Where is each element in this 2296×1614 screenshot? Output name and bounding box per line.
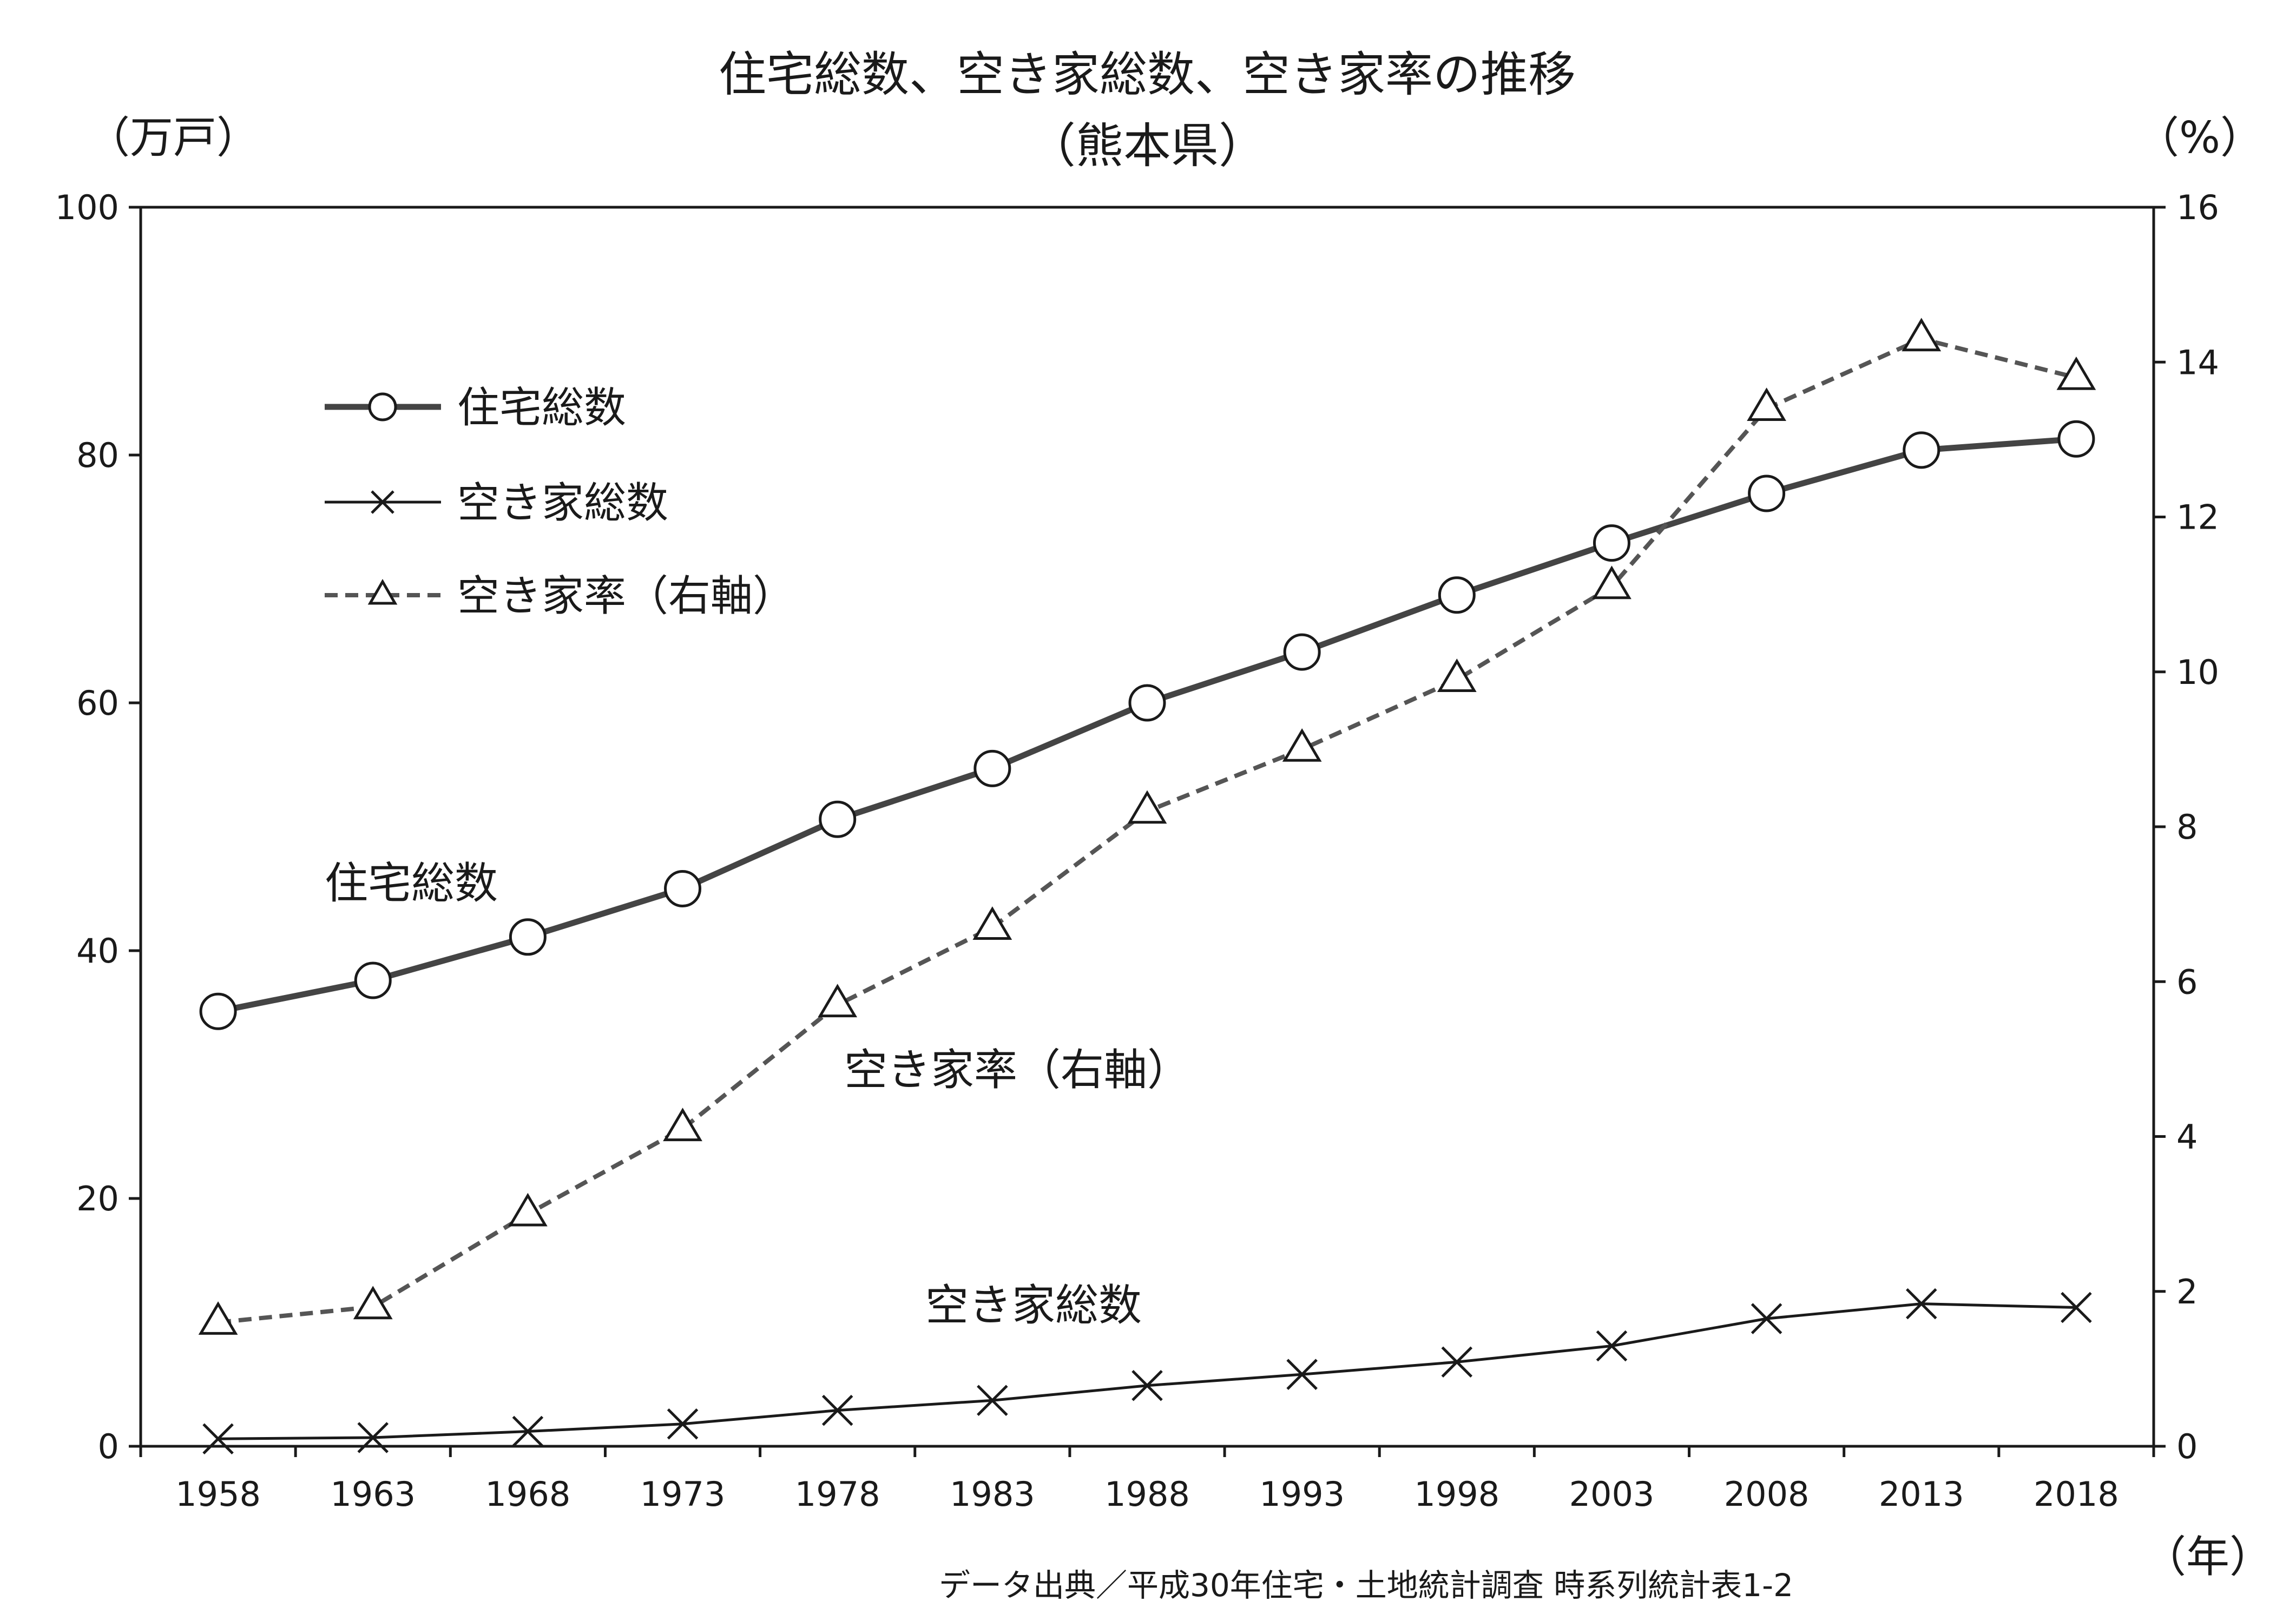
- x-unit: （年）: [2143, 1532, 2273, 1582]
- legend-label-housing: 住宅総数: [457, 384, 626, 432]
- x-tick-label: 1993: [1259, 1474, 1345, 1514]
- legend-item-rate: 空き家率（右軸）: [325, 572, 795, 621]
- data-point-x: [977, 1385, 1008, 1417]
- annotation-vacant: 空き家総数: [925, 1280, 1142, 1330]
- x-tick-label: 1983: [950, 1474, 1035, 1514]
- data-point-circle: [509, 918, 547, 956]
- left-tick-label: 20: [76, 1179, 119, 1218]
- data-point-triangle: [1282, 728, 1322, 762]
- y-left-unit: （万戸）: [87, 113, 260, 163]
- data-point-circle: [1593, 524, 1630, 562]
- data-point-x: [202, 1423, 234, 1455]
- right-tick-label: 10: [2176, 653, 2219, 692]
- legend: 住宅総数 空き家総数 空き家率（右軸）: [325, 384, 795, 621]
- data-point-circle: [2057, 420, 2095, 458]
- series-0: [199, 420, 2095, 1030]
- data-point-circle: [1128, 684, 1166, 722]
- series-layer: [198, 318, 2096, 1455]
- x-tick-label: 1998: [1414, 1474, 1499, 1514]
- legend-marker-circle: [368, 392, 397, 421]
- data-point-triangle: [1127, 790, 1167, 824]
- right-tick-label: 16: [2176, 188, 2219, 227]
- right-tick-label: 2: [2176, 1272, 2198, 1312]
- x-tick-label: 2013: [1879, 1474, 1964, 1514]
- x-tick-label: 1978: [795, 1474, 880, 1514]
- left-tick-label: 60: [76, 683, 119, 723]
- legend-marker-triangle: [367, 578, 398, 605]
- left-tick-label: 0: [98, 1427, 119, 1466]
- data-point-triangle: [2056, 356, 2096, 390]
- data-point-x: [512, 1415, 544, 1447]
- chart-title-line2: （熊本県）: [1028, 118, 1266, 174]
- data-point-x: [357, 1422, 389, 1453]
- annotation-housing: 住宅総数: [325, 858, 498, 908]
- data-point-triangle: [1592, 565, 1631, 600]
- right-tick-label: 8: [2176, 807, 2198, 847]
- legend-item-housing: 住宅総数: [325, 384, 626, 432]
- data-point-triangle: [1437, 658, 1477, 692]
- series-line-1: [218, 1302, 2076, 1440]
- data-point-circle: [354, 961, 392, 999]
- data-point-triangle: [818, 984, 858, 1018]
- data-point-x: [2061, 1292, 2092, 1323]
- data-point-x: [1441, 1346, 1473, 1378]
- plot-frame: [139, 206, 2155, 1448]
- data-point-circle: [1283, 633, 1321, 671]
- right-tick-label: 6: [2176, 962, 2198, 1002]
- legend-item-vacant: 空き家総数: [325, 479, 668, 528]
- x-axis: 1958 1963 1968 1973 1978 1983 1988 1993 1998 2003…: [139, 1446, 2155, 1514]
- annotation-rate: 空き家率（右軸）: [844, 1045, 1190, 1095]
- right-axis: 0 2 4 6 8 10 12 14 16: [2154, 188, 2219, 1466]
- x-tick-label: 1973: [640, 1474, 726, 1514]
- data-point-circle: [819, 800, 857, 838]
- right-tick-label: 12: [2176, 498, 2219, 537]
- data-point-circle: [664, 870, 702, 907]
- data-point-circle: [199, 992, 237, 1030]
- series-1: [202, 1288, 2092, 1455]
- data-point-x: [1906, 1288, 1937, 1320]
- right-tick-label: 4: [2176, 1117, 2198, 1157]
- x-tick-label: 2003: [1569, 1474, 1655, 1514]
- x-tick-label: 2018: [2034, 1474, 2119, 1514]
- data-point-triangle: [1747, 387, 1786, 421]
- data-point-x: [1596, 1330, 1628, 1362]
- data-point-x: [1131, 1370, 1163, 1401]
- data-point-x: [1286, 1359, 1318, 1390]
- data-point-triangle: [508, 1193, 548, 1227]
- legend-marker-x: [371, 490, 394, 514]
- chart-title-line1: 住宅総数、空き家総数、空き家率の推移: [719, 47, 1576, 102]
- data-point-circle: [973, 749, 1011, 787]
- x-tick-label: 1963: [330, 1474, 416, 1514]
- x-tick-label: 1958: [175, 1474, 261, 1514]
- data-point-triangle: [663, 1108, 702, 1142]
- left-tick-label: 40: [76, 931, 119, 971]
- data-point-circle: [1903, 431, 1940, 469]
- left-tick-label: 100: [55, 188, 119, 227]
- data-point-triangle: [1902, 318, 1942, 352]
- data-point-triangle: [972, 906, 1012, 940]
- source-note: データ出典／平成30年住宅・土地統計調査 時系列統計表1-2: [939, 1567, 1793, 1604]
- x-tick-label: 1988: [1104, 1474, 1190, 1514]
- y-right-unit: （%）: [2136, 113, 2264, 163]
- data-point-x: [1751, 1303, 1782, 1334]
- data-point-circle: [1438, 576, 1476, 614]
- left-axis: 0 20 40 60 80 100: [55, 188, 141, 1466]
- x-tick-label: 1968: [485, 1474, 570, 1514]
- data-point-x: [667, 1408, 699, 1440]
- right-tick-label: 0: [2176, 1427, 2198, 1466]
- data-point-x: [821, 1394, 853, 1426]
- series-2: [198, 318, 2096, 1335]
- data-point-circle: [1748, 475, 1786, 512]
- left-tick-label: 80: [76, 436, 119, 475]
- data-point-triangle: [198, 1301, 238, 1335]
- legend-label-vacant: 空き家総数: [457, 479, 668, 528]
- legend-label-rate: 空き家率（右軸）: [457, 572, 795, 621]
- data-point-triangle: [353, 1286, 393, 1320]
- right-tick-label: 14: [2176, 342, 2219, 382]
- x-tick-label: 2008: [1724, 1474, 1810, 1514]
